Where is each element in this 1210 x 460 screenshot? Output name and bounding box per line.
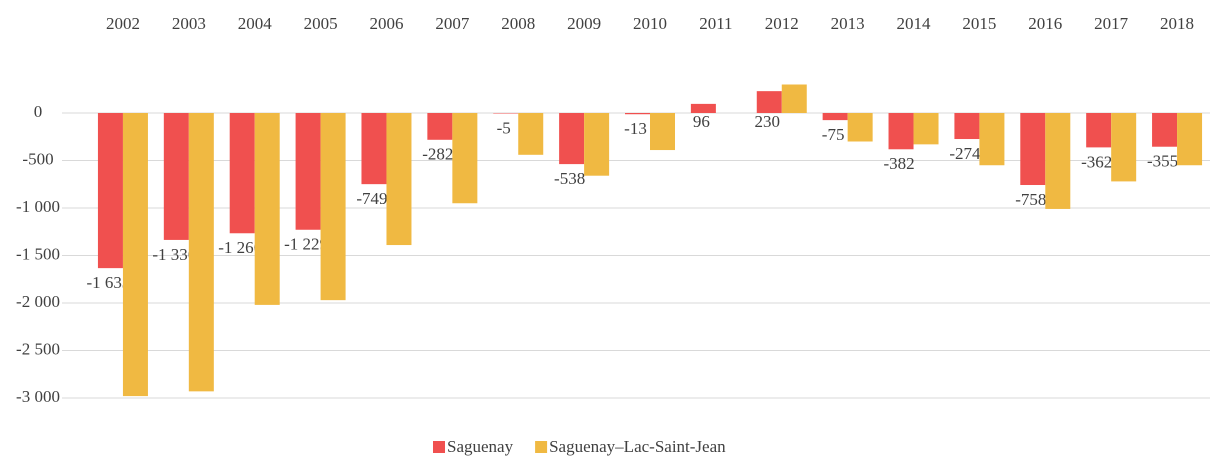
- bar: [295, 113, 321, 230]
- x-tick-label: 2004: [238, 14, 273, 33]
- y-tick-label: -500: [22, 149, 53, 168]
- x-tick-label: 2002: [106, 14, 140, 33]
- bar: [1020, 113, 1046, 186]
- bar: [229, 113, 255, 234]
- bar: [163, 113, 189, 240]
- bar: [122, 113, 148, 397]
- bar: [1152, 113, 1178, 147]
- y-tick-label: -1 000: [16, 197, 60, 216]
- x-tick-label: 2009: [567, 14, 601, 33]
- data-label: -1 336: [152, 245, 196, 264]
- data-label: -362: [1081, 152, 1112, 171]
- bar: [625, 113, 650, 115]
- data-label: -749: [356, 189, 387, 208]
- data-label: -1 633: [86, 273, 130, 292]
- bar: [361, 113, 387, 185]
- data-label: -274: [949, 144, 981, 163]
- x-tick-label: 2012: [765, 14, 799, 33]
- x-tick-label: 2011: [699, 14, 732, 33]
- data-label: -1 229: [284, 235, 328, 254]
- x-tick-label: 2014: [897, 14, 932, 33]
- bar: [320, 113, 346, 301]
- bar: [427, 113, 453, 140]
- bar: [386, 113, 412, 246]
- bar: [650, 113, 675, 151]
- x-tick-label: 2006: [369, 14, 403, 33]
- x-tick-label: 2017: [1094, 14, 1129, 33]
- y-tick-label: -2 500: [16, 339, 60, 358]
- x-tick-label: 2003: [172, 14, 206, 33]
- data-label: -5: [497, 118, 511, 137]
- legend-swatch: [535, 441, 548, 453]
- data-label: -758: [1015, 190, 1046, 209]
- x-tick-label: 2013: [831, 14, 865, 33]
- legend-label: Saguenay: [447, 437, 514, 456]
- bar: [847, 113, 873, 142]
- data-label: -538: [554, 169, 585, 188]
- bar: [979, 113, 1005, 166]
- x-tick-label: 2007: [435, 14, 470, 33]
- bar: [822, 113, 848, 121]
- x-tick-label: 2008: [501, 14, 535, 33]
- bar: [97, 113, 123, 269]
- y-tick-label: 0: [34, 102, 43, 121]
- data-label: -355: [1147, 152, 1178, 171]
- data-label: -75: [822, 125, 845, 144]
- bar: [1177, 113, 1203, 166]
- data-label: -13: [624, 119, 647, 138]
- data-label: -282: [422, 145, 453, 164]
- bar: [888, 113, 914, 150]
- y-tick-label: -2 000: [16, 292, 60, 311]
- bar: [254, 113, 280, 305]
- data-label: -382: [883, 154, 914, 173]
- bar: [1086, 113, 1112, 148]
- bar: [518, 113, 544, 155]
- bar: [452, 113, 478, 204]
- bar: [1111, 113, 1137, 182]
- bar: [1045, 113, 1071, 209]
- y-tick-label: -3 000: [16, 387, 60, 406]
- bar: [690, 103, 716, 113]
- bar: [756, 91, 782, 113]
- data-label: 96: [693, 112, 710, 131]
- x-tick-label: 2016: [1028, 14, 1062, 33]
- bar: [559, 113, 585, 165]
- data-label: 230: [755, 112, 781, 131]
- bar: [584, 113, 610, 176]
- legend-label: Saguenay–Lac-Saint-Jean: [549, 437, 726, 456]
- bar: [954, 113, 980, 140]
- x-tick-label: 2010: [633, 14, 667, 33]
- legend-swatch: [433, 441, 445, 453]
- bar: [188, 113, 214, 392]
- y-tick-label: -1 500: [16, 244, 60, 263]
- x-tick-label: 2018: [1160, 14, 1194, 33]
- bar: [781, 84, 807, 113]
- bar: [913, 113, 939, 145]
- data-label: -1 266: [218, 238, 262, 257]
- x-tick-label: 2015: [962, 14, 996, 33]
- x-tick-label: 2005: [304, 14, 338, 33]
